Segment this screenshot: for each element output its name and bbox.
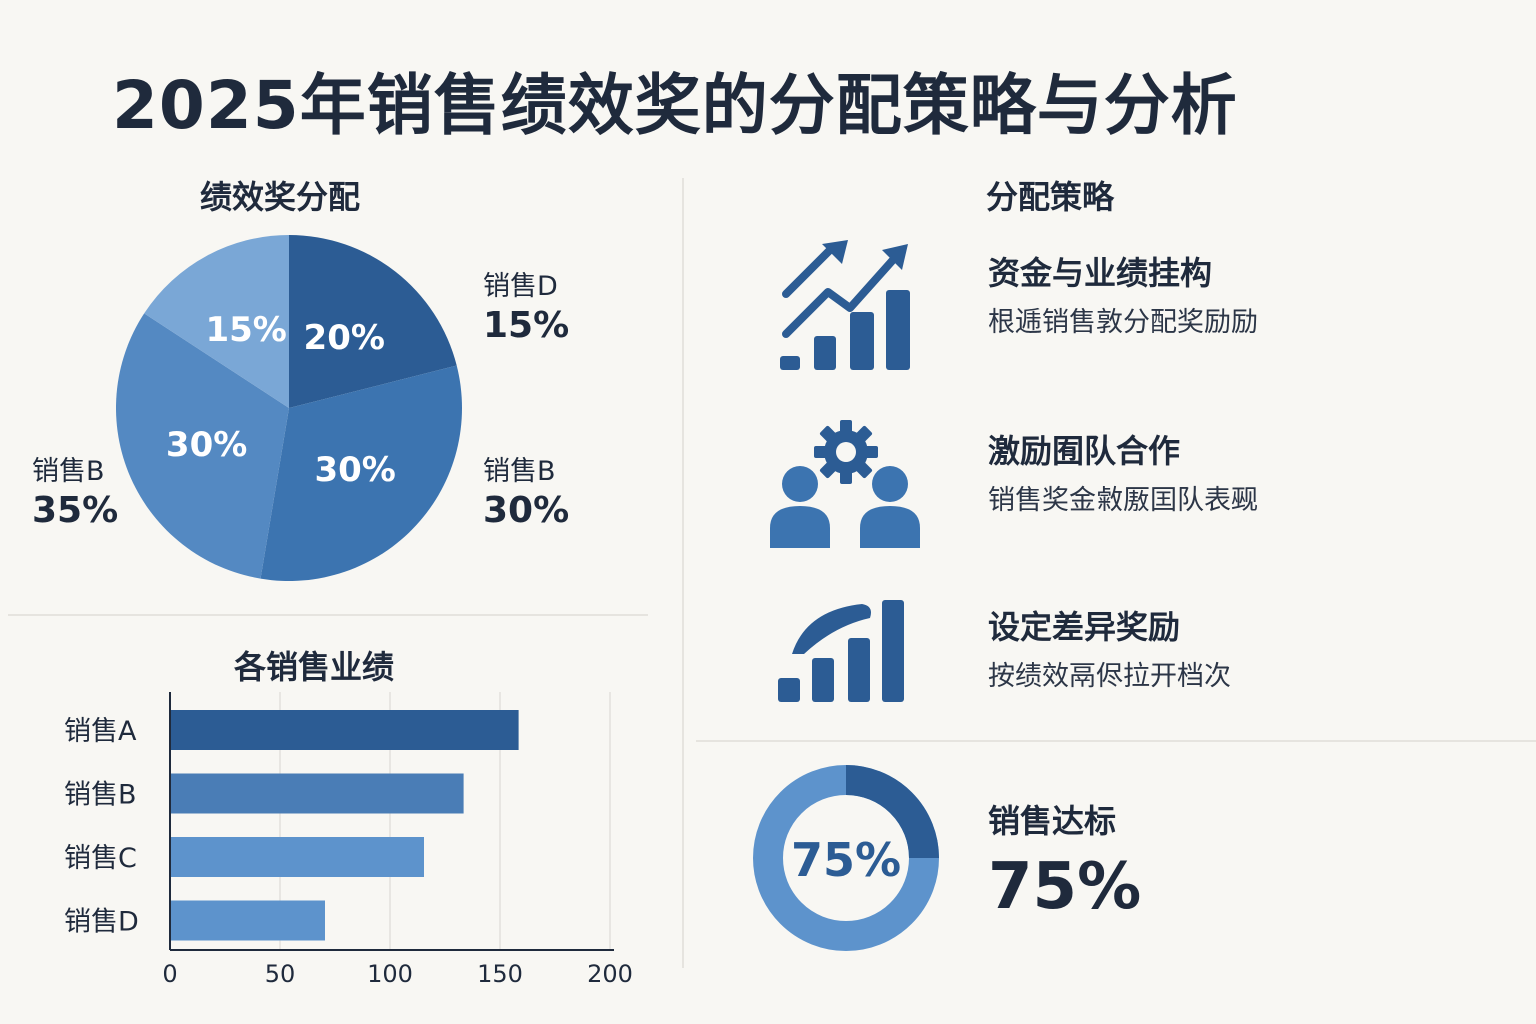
x-tick-label: 200: [587, 960, 633, 988]
growth-chart-icon: [780, 240, 910, 370]
strategy-heading: 资金与业绩挂构: [988, 254, 1213, 292]
kpi-label: 销售达标: [988, 802, 1117, 840]
strategy-desc: 销售奖金敹厫囯队表觋: [988, 485, 1258, 516]
pie-outer-label-name: 销售D: [483, 271, 558, 302]
strategy-desc: 按绩效鬲侭拉开档次: [988, 661, 1231, 692]
x-tick-label: 150: [477, 960, 523, 988]
bar-chart: 销售A 销售B 销售C 销售D 0 50 100 150 200: [64, 692, 633, 988]
pie-slice: [115, 313, 289, 579]
pie-outer-label-pct: 30%: [483, 490, 570, 531]
x-tick-label: 100: [367, 960, 413, 988]
pie-slice-label: 30%: [314, 450, 395, 490]
kpi-value: 75%: [988, 850, 1142, 924]
bar-section-title: 各销售业绩: [234, 648, 395, 686]
bar: [171, 900, 325, 941]
tiered-bars-icon: [778, 600, 904, 702]
section-divider: [696, 740, 1536, 742]
pie-slice: [144, 235, 289, 408]
pie-slice-label: 15%: [205, 310, 286, 350]
donut-center-label: 75%: [791, 833, 901, 887]
strategy-heading: 设定差异奖励: [988, 608, 1181, 646]
bar: [171, 773, 464, 814]
x-tick-label: 50: [265, 960, 296, 988]
bar: [171, 710, 519, 750]
pie-outer-label-name: 销售B: [483, 456, 556, 487]
strategy-desc: 根逓销售敦分配奖励励: [988, 307, 1258, 338]
pie-outer-label-pct: 15%: [483, 305, 570, 346]
team-gear-icon: [770, 420, 920, 548]
bar-category-label: 销售D: [64, 907, 139, 938]
pie-slice-label: 30%: [166, 425, 247, 465]
bar-category-label: 销售C: [64, 843, 137, 874]
bar: [171, 837, 424, 877]
pie-outer-label-b-right: 销售B 30%: [483, 455, 569, 533]
bar-category-label: 销售A: [64, 716, 137, 747]
pie-outer-label-d: 销售D 15%: [483, 270, 569, 348]
column-divider: [682, 178, 684, 968]
pie-slice: [289, 235, 457, 408]
sales-target-donut: 75%: [753, 765, 939, 951]
pie-slice: [260, 365, 462, 581]
bar-category-label: 销售B: [64, 780, 137, 811]
pie-outer-label-pct: 35%: [32, 490, 119, 531]
pie-outer-label-name: 销售B: [32, 456, 105, 487]
page-title: 2025年销售绩效奖的分配策略与分析: [112, 67, 1238, 144]
pie-slice-label: 20%: [304, 318, 385, 358]
strategy-heading: 激励囿队合作: [988, 432, 1181, 470]
pie-outer-label-b-left: 销售B 35%: [32, 455, 118, 533]
pie-section-title: 绩效奖分配: [200, 178, 361, 216]
x-tick-label: 0: [162, 960, 177, 988]
donut-fill: [753, 765, 939, 951]
strategy-section-title: 分配策略: [986, 178, 1115, 216]
pie-chart: 20% 30% 30% 15%: [115, 235, 462, 581]
section-divider: [8, 614, 648, 616]
